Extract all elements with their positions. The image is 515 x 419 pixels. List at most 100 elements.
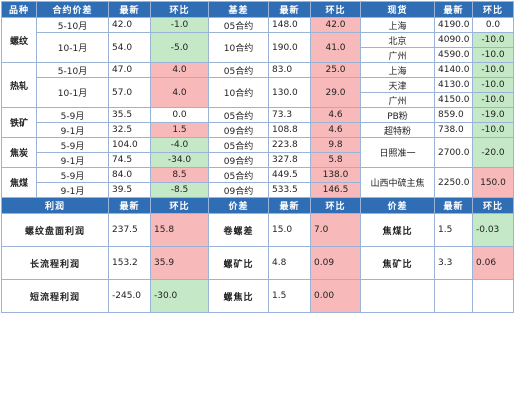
spot-latest: 4190.0: [434, 17, 473, 33]
column-header: 环比: [310, 197, 361, 214]
basis-contract: 05合约: [208, 62, 269, 78]
basis-contract: 05合约: [208, 137, 269, 153]
basis-contract: 09合约: [208, 152, 269, 168]
variety-name: 铁矿: [1, 107, 37, 138]
spot-latest: 2250.0: [434, 167, 473, 198]
ratio-change: -0.03: [472, 213, 514, 247]
basis-latest: 327.8: [268, 152, 311, 168]
spread-label: 9-1月: [36, 152, 109, 168]
header-row: 品种 合约价差 最新 环比 基差 最新 环比 现货 最新 环比: [1, 1, 514, 18]
spot-change: -10.0: [472, 77, 514, 93]
spot-change: -10.0: [472, 62, 514, 78]
ratio-change: 7.0: [310, 213, 361, 247]
table-row: 螺纹盘面利润 237.5 15.8 卷螺差 15.0 7.0 焦煤比 1.5 -0.03: [1, 213, 514, 247]
spot-latest: 859.0: [434, 107, 473, 123]
column-header: 环比: [150, 197, 209, 214]
basis-latest: 533.5: [268, 182, 311, 198]
spread-change: 8.5: [150, 167, 209, 183]
spread-label: 10-1月: [36, 77, 109, 108]
ratio-latest: 1.5: [268, 279, 311, 313]
basis-contract: 05合约: [208, 167, 269, 183]
basis-change: 4.6: [310, 107, 361, 123]
profit-latest: 237.5: [108, 213, 151, 247]
basis-change: 138.0: [310, 167, 361, 183]
column-header: 环比: [472, 197, 514, 214]
basis-latest: 130.0: [268, 77, 311, 108]
column-header: 现货: [360, 1, 435, 18]
basis-contract: 09合约: [208, 182, 269, 198]
basis-contract: 10合约: [208, 77, 269, 108]
spread-change: 1.5: [150, 122, 209, 138]
spot-change: -10.0: [472, 47, 514, 63]
profit-latest: -245.0: [108, 279, 151, 313]
table-row: 短流程利润 -245.0 -30.0 螺焦比 1.5 0.00: [1, 279, 514, 313]
ratio-latest: 1.5: [434, 213, 473, 247]
variety-name: 焦煤: [1, 167, 37, 198]
spread-latest: 57.0: [108, 77, 151, 108]
spot-location: 广州: [360, 47, 435, 63]
column-header: 最新: [108, 197, 151, 214]
basis-change: 41.0: [310, 32, 361, 63]
spot-location: 天津: [360, 77, 435, 93]
basis-change: 4.6: [310, 122, 361, 138]
spot-latest: 4130.0: [434, 77, 473, 93]
ratio-label: 焦煤比: [360, 213, 435, 247]
spread-latest: 54.0: [108, 32, 151, 63]
spread-latest: 42.0: [108, 17, 151, 33]
ratio-change: 0.00: [310, 279, 361, 313]
ratio-latest: [434, 279, 473, 313]
profit-change: 15.8: [150, 213, 209, 247]
header-row: 利润 最新 环比 价差 最新 环比 价差 最新 环比: [1, 197, 514, 214]
table-row: 长流程利润 153.2 35.9 螺矿比 4.8 0.09 焦矿比 3.3 0.06: [1, 246, 514, 280]
table-row: 10-1月 57.0 4.0 10合约 130.0 29.0: [2, 77, 514, 108]
spot-location: 上海: [360, 62, 435, 78]
spot-location: 上海: [360, 17, 435, 33]
basis-change: 5.8: [310, 152, 361, 168]
spread-latest: 104.0: [108, 137, 151, 153]
profit-change: 35.9: [150, 246, 209, 280]
variety-name: 螺纹: [1, 17, 37, 63]
profit-change: -30.0: [150, 279, 209, 313]
column-header: 价差: [208, 197, 269, 214]
column-header: 最新: [434, 197, 473, 214]
spread-latest: 74.5: [108, 152, 151, 168]
spread-latest: 32.5: [108, 122, 151, 138]
basis-latest: 73.3: [268, 107, 311, 123]
column-header: 最新: [108, 1, 151, 18]
spot-latest: 4140.0: [434, 62, 473, 78]
spread-label: 5-10月: [36, 62, 109, 78]
spread-change: 0.0: [150, 107, 209, 123]
spread-label: 9-1月: [36, 122, 109, 138]
ratio-change: [472, 279, 514, 313]
spot-change: -20.0: [472, 137, 514, 168]
spread-change: -8.5: [150, 182, 209, 198]
column-header: 环比: [310, 1, 361, 18]
spot-latest: 738.0: [434, 122, 473, 138]
ratio-change: 0.06: [472, 246, 514, 280]
spot-latest: 4150.0: [434, 92, 473, 108]
ratio-label: 螺矿比: [208, 246, 269, 280]
basis-change: 42.0: [310, 17, 361, 33]
profit-label: 螺纹盘面利润: [1, 213, 109, 247]
basis-latest: 223.8: [268, 137, 311, 153]
profit-latest: 153.2: [108, 246, 151, 280]
basis-latest: 108.8: [268, 122, 311, 138]
column-header: 价差: [360, 197, 435, 214]
spot-change: 0.0: [472, 17, 514, 33]
basis-change: 29.0: [310, 77, 361, 108]
basis-change: 25.0: [310, 62, 361, 78]
basis-latest: 148.0: [268, 17, 311, 33]
spread-change: 4.0: [150, 77, 209, 108]
spread-label: 10-1月: [36, 32, 109, 63]
spread-latest: 47.0: [108, 62, 151, 78]
column-header: 利润: [1, 197, 109, 214]
spot-change: -10.0: [472, 32, 514, 48]
spread-label: 5-10月: [36, 17, 109, 33]
futures-spread-table: 品种 合约价差 最新 环比 基差 最新 环比 现货 最新 环比 螺纹 5-10月 42.0 -1.0 05合…: [1, 1, 514, 313]
spot-latest: 4090.0: [434, 32, 473, 48]
spread-label: 9-1月: [36, 182, 109, 198]
spot-location: 山西中硫主焦: [360, 167, 435, 198]
spread-change: 4.0: [150, 62, 209, 78]
spot-location: 广州: [360, 92, 435, 108]
spread-latest: 39.5: [108, 182, 151, 198]
